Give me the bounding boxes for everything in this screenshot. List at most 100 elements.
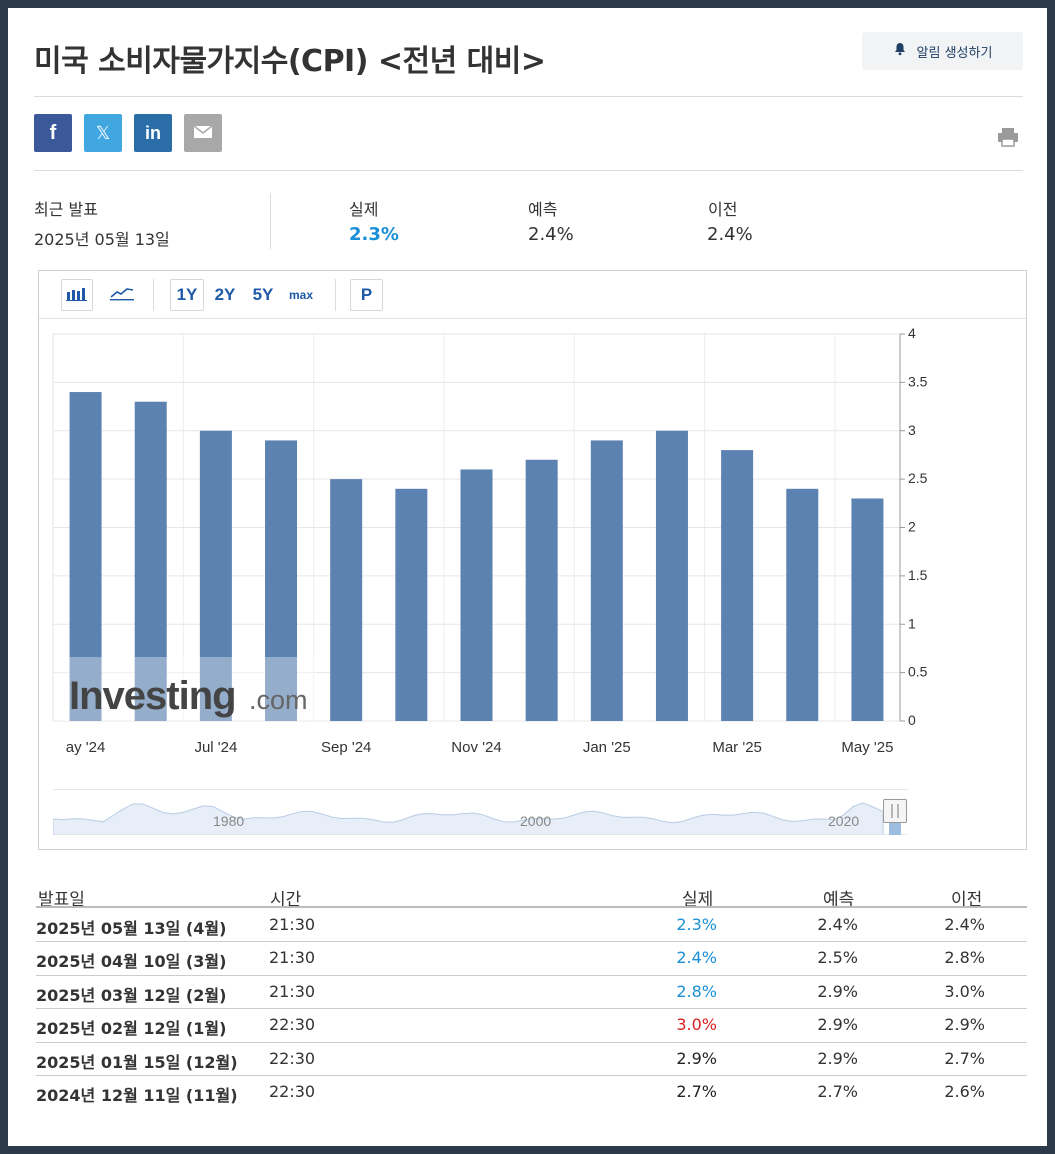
row-forecast: 2.5%: [817, 948, 858, 968]
row-forecast: 2.4%: [817, 915, 858, 934]
table-row-divider: [36, 1041, 1027, 1043]
bar-nov-24: [460, 469, 493, 721]
divider: [270, 193, 271, 249]
divider: [335, 279, 336, 311]
range-1y-button[interactable]: 1Y: [170, 279, 204, 311]
row-actual: 2.9%: [676, 1048, 717, 1068]
table-row-divider: [36, 941, 1027, 943]
row-forecast: 2.9%: [817, 1048, 858, 1068]
row-time: 22:30: [269, 1048, 316, 1068]
row-actual: 3.0%: [676, 1015, 717, 1035]
previous-label: 이전: [708, 200, 738, 219]
x-tick-label: May '25: [841, 739, 893, 756]
linkedin-icon: in: [145, 122, 161, 143]
table-header-date: 발표일: [38, 890, 85, 910]
range-max-button[interactable]: max: [288, 288, 314, 302]
row-forecast: 2.7%: [817, 1082, 858, 1101]
facebook-share-button[interactable]: f: [34, 114, 72, 152]
row-forecast: 2.9%: [817, 1015, 858, 1035]
previous-value: 2.4%: [707, 224, 753, 245]
chart-toolbar: 1Y 2Y 5Y max P: [39, 271, 1026, 319]
bar-jul-24: [199, 430, 232, 721]
bar-dec-24: [525, 459, 558, 721]
row-time: 22:30: [269, 1082, 316, 1101]
actual-value: 2.3%: [349, 224, 399, 245]
table-row-divider: [36, 1075, 1027, 1076]
watermark-backdrop: [57, 657, 317, 721]
x-tick-label: Sep '24: [321, 739, 371, 756]
timeline-handle[interactable]: [883, 799, 907, 823]
email-share-button[interactable]: [184, 114, 222, 152]
timeline-selection: [889, 823, 901, 835]
y-tick-label: 0: [908, 712, 916, 728]
x-tick-label: Mar '25: [712, 739, 762, 756]
bar-chart-toggle[interactable]: [61, 279, 93, 311]
investing-watermark-suffix: .com: [249, 685, 308, 715]
x-tick-label: Nov '24: [451, 739, 501, 756]
y-tick-label: 4: [908, 325, 916, 341]
row-time: 21:30: [269, 981, 316, 1001]
range-5y-button[interactable]: 5Y: [252, 285, 274, 304]
investing-watermark: Investing: [69, 674, 236, 718]
forecast-label: 예측: [528, 200, 558, 219]
row-release-date: 2025년 01월 15일 (12월): [36, 1052, 238, 1072]
table-header-time: 시간: [270, 890, 302, 910]
twitter-share-button[interactable]: 𝕏: [84, 114, 122, 152]
row-release-date: 2025년 02월 12일 (1월): [36, 1019, 227, 1039]
table-header-actual: 실제: [682, 890, 714, 910]
x-tick-label: ay '24: [66, 739, 106, 756]
table-header-line: [36, 906, 1027, 908]
y-tick-label: 3.5: [908, 373, 928, 389]
table-row-divider: [36, 974, 1027, 976]
timeline-year-label: 1980: [213, 813, 245, 829]
page-title: 미국 소비자물가지수(CPI) <전년 대비>: [34, 44, 546, 79]
row-actual: 2.3%: [676, 915, 717, 934]
divider: [34, 96, 1023, 97]
bar-chart: 4 3.5 3 2.5 2 1.5 1 0.5 0 Investing .com ay '24 Jul …: [52, 325, 928, 756]
forecast-value: 2.4%: [528, 224, 574, 245]
bar-chart-icon: [66, 285, 88, 306]
chart-container: 1Y 2Y 5Y max P 4 3.5 3 2.5 2 1.5 1 0.5 0 Investin…: [38, 270, 1027, 850]
row-previous: 2.8%: [944, 948, 985, 968]
row-actual: 2.8%: [676, 981, 717, 1001]
bell-icon: [893, 42, 907, 60]
bar-feb-25: [655, 430, 688, 721]
print-icon[interactable]: [997, 126, 1019, 148]
linkedin-share-button[interactable]: in: [134, 114, 172, 152]
table-row-divider: [36, 1008, 1027, 1010]
actual-label: 실제: [349, 200, 379, 219]
table-header-previous: 이전: [951, 890, 983, 910]
facebook-icon: f: [49, 121, 57, 144]
y-tick-label: 2: [908, 519, 916, 535]
timeline-year-label: 2000: [520, 813, 552, 829]
row-previous: 2.9%: [944, 1015, 985, 1035]
twitter-icon: 𝕏: [95, 122, 111, 143]
create-alert-label: 알림 생성하기: [916, 45, 993, 61]
range-2y-button[interactable]: 2Y: [214, 285, 236, 304]
bar-jun-24: [134, 401, 167, 721]
row-release-date: 2024년 12월 11일 (11월): [36, 1086, 238, 1105]
row-actual: 2.4%: [676, 948, 717, 968]
bar-aug-24: [265, 440, 298, 721]
row-previous: 2.6%: [944, 1082, 985, 1101]
y-tick-label: 3: [908, 422, 916, 438]
email-icon: [193, 122, 213, 145]
divider: [153, 279, 154, 311]
bar-sep-24: [330, 479, 363, 721]
row-previous: 2.4%: [944, 915, 985, 934]
create-alert-button[interactable]: 알림 생성하기: [862, 32, 1023, 70]
bar-jan-25: [590, 440, 623, 721]
bar-may-25: [851, 498, 884, 721]
row-release-date: 2025년 05월 13일 (4월): [36, 919, 227, 938]
bar-mar-25: [721, 450, 754, 721]
cpi-panel: 미국 소비자물가지수(CPI) <전년 대비> 알림 생성하기 f 𝕏 in 최…: [8, 8, 1047, 1146]
p-button[interactable]: P: [350, 279, 383, 311]
timeline-navigator[interactable]: 1980 2000 2020: [52, 788, 908, 836]
timeline-year-label: 2020: [828, 813, 860, 829]
row-time: 21:30: [269, 948, 316, 968]
bar-may-24: [69, 392, 102, 721]
y-tick-label: 1.5: [908, 567, 928, 583]
row-release-date: 2025년 03월 12일 (2월): [36, 985, 227, 1005]
x-tick-label: Jan '25: [583, 739, 631, 756]
line-chart-toggle[interactable]: [105, 279, 139, 311]
